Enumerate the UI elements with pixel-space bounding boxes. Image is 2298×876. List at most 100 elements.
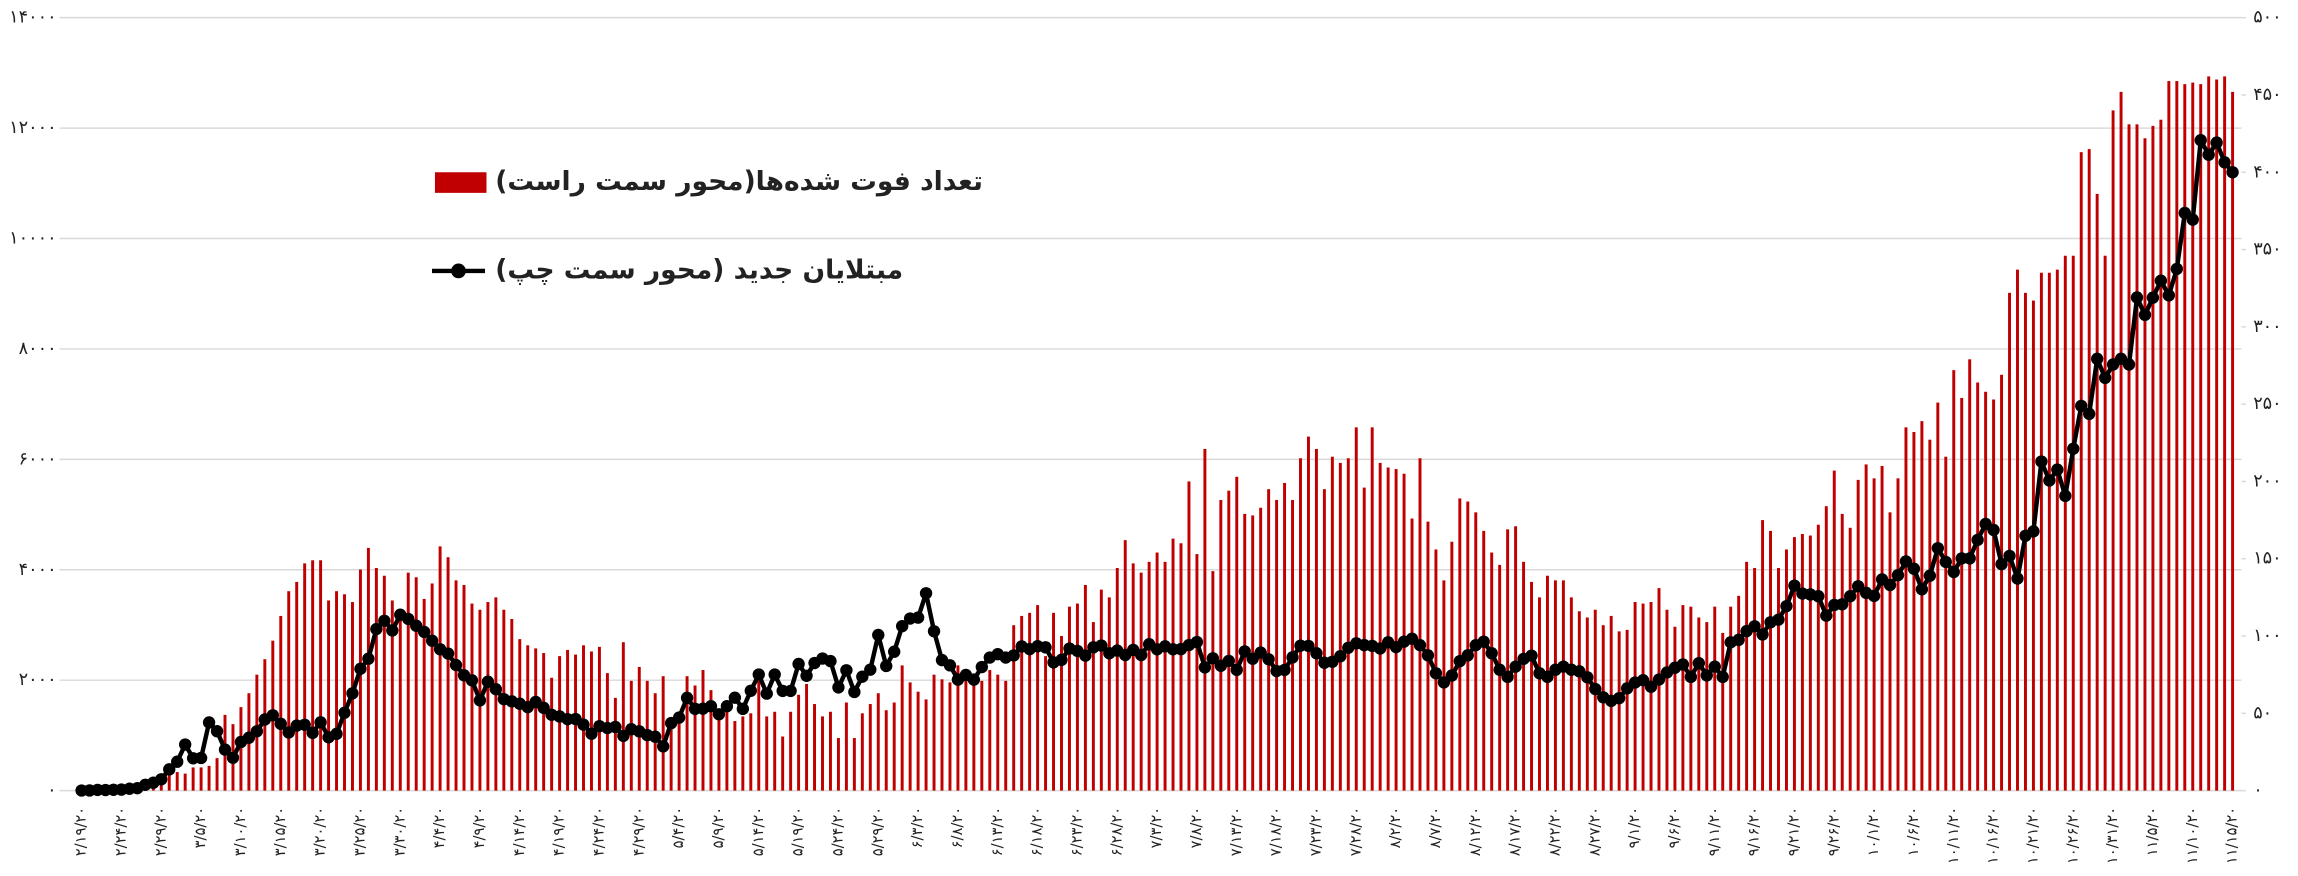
point [1230, 663, 1243, 677]
bar [1649, 602, 1653, 791]
bar [868, 704, 872, 791]
point [752, 668, 765, 681]
x-tick-label: ۵/۲۹/۲۰ [869, 807, 886, 856]
bar [1673, 626, 1677, 791]
point [1812, 590, 1825, 603]
point [449, 658, 463, 672]
point [1477, 635, 1490, 648]
bar [1784, 549, 1788, 791]
point [2098, 371, 2112, 385]
point [1286, 651, 1299, 664]
x-tick-label: ۶/۲۳/۲۰ [1068, 807, 1085, 856]
bar [1840, 513, 1844, 791]
point [824, 654, 837, 668]
bar [2055, 269, 2059, 791]
bar-series [80, 76, 2235, 791]
x-tick-label: ۵/۱۹/۲۰ [790, 807, 807, 856]
x-tick-label: ۷/۱۸/۲۰ [1268, 807, 1285, 856]
point [585, 727, 598, 740]
y2-tick-label: ۴۰۰ [2253, 162, 2281, 182]
bar [1458, 498, 1462, 791]
point [680, 691, 694, 705]
point [2075, 399, 2088, 413]
point [1206, 652, 1220, 665]
bar [964, 676, 968, 791]
bar [1299, 458, 1302, 791]
point [1867, 589, 1881, 603]
bar [1314, 448, 1318, 791]
legend-label: مبتلایان جدید (محور سمت چپ) [495, 254, 903, 285]
bar [1107, 597, 1111, 791]
x-tick-label: ۳/۵/۲۰ [192, 807, 209, 849]
bar [1394, 469, 1398, 791]
bar [358, 569, 362, 791]
bar [2111, 110, 2115, 791]
y-tick-label: ۴۰۰۰ [19, 560, 57, 580]
bar [1195, 554, 1199, 791]
point [864, 663, 877, 676]
point [2067, 442, 2080, 455]
bar [1522, 561, 1526, 791]
bar [1912, 431, 1916, 791]
bar [1904, 427, 1908, 791]
bar [1569, 597, 1573, 791]
point [2186, 213, 2199, 226]
x-tick-label: ۵/۱۴/۲۰ [750, 807, 767, 856]
bar [1721, 632, 1725, 791]
bar [1753, 568, 1757, 791]
bar [1665, 609, 1669, 791]
bar [1944, 456, 1948, 791]
x-tick-label: ۸/۲/۲۰ [1387, 807, 1404, 849]
point [2194, 134, 2207, 147]
bar [916, 691, 920, 791]
bar [2159, 119, 2163, 791]
bar [1697, 617, 1701, 791]
bar [1888, 512, 1892, 791]
bar [1713, 606, 1717, 791]
point [282, 726, 295, 739]
point [840, 664, 853, 677]
point [2226, 166, 2239, 179]
point [2083, 407, 2096, 421]
bar [2047, 272, 2051, 791]
point [378, 614, 391, 627]
point [1915, 583, 1929, 596]
x-tick-label: ۴/۱۴/۲۰ [511, 807, 528, 856]
point [872, 628, 885, 642]
point [880, 659, 893, 673]
bar [215, 758, 219, 791]
point [226, 751, 240, 764]
y2-tick-label: ۵۰ [2253, 703, 2272, 723]
point [2051, 463, 2064, 476]
bar [685, 676, 689, 791]
bar [1498, 564, 1502, 791]
bar [343, 594, 346, 791]
bar [956, 665, 960, 791]
bar [1824, 506, 1828, 791]
bar [1633, 602, 1637, 791]
bar [1330, 456, 1334, 791]
point [1541, 670, 1554, 684]
point [218, 743, 232, 756]
point [2027, 525, 2040, 538]
x-tick-label: ۳/۱۰/۲۰ [232, 807, 249, 856]
point [800, 669, 813, 682]
x-tick-label: ۶/۱۸/۲۰ [1029, 807, 1046, 856]
bar [821, 716, 824, 791]
bar [1872, 478, 1876, 791]
point [1509, 660, 1522, 673]
x-tick-label: ۶/۳/۲۰ [909, 807, 926, 849]
point [346, 687, 359, 700]
bar [191, 767, 195, 791]
bar [534, 648, 538, 791]
bar [1410, 518, 1414, 791]
point [354, 662, 367, 675]
bar [327, 600, 331, 791]
point [1581, 671, 1594, 684]
bar [1689, 606, 1693, 791]
bar [1322, 489, 1326, 791]
bar [398, 609, 402, 791]
bar [1984, 391, 1988, 791]
point [1748, 620, 1761, 633]
